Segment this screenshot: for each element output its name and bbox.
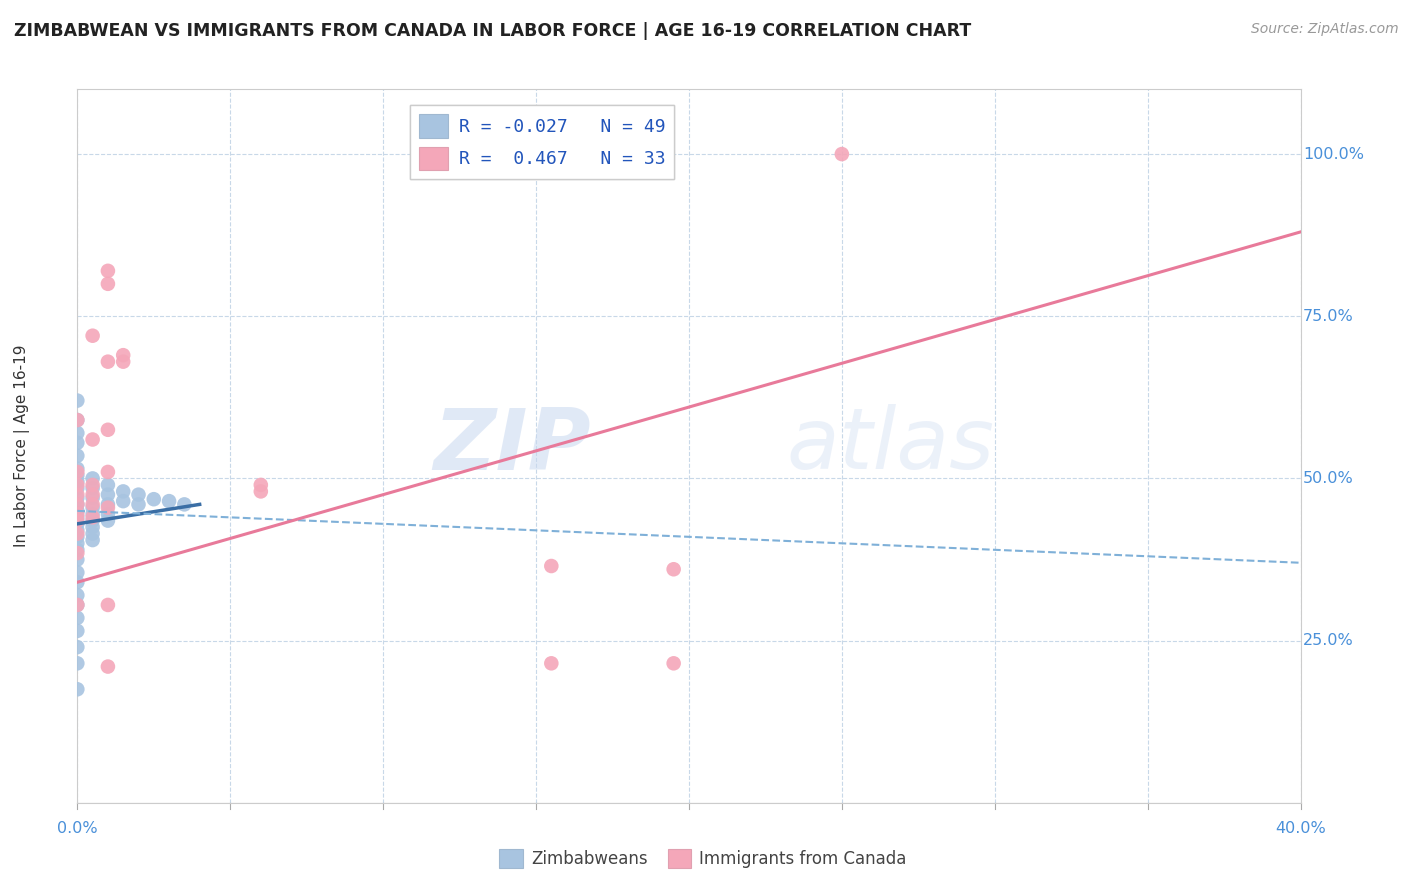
Point	[112, 348, 135, 362]
Point	[66, 478, 89, 492]
Point	[97, 659, 120, 673]
Point	[82, 510, 104, 524]
Point	[66, 481, 89, 495]
Point	[66, 507, 89, 521]
Point	[66, 425, 89, 440]
Point	[66, 514, 89, 528]
Text: Source: ZipAtlas.com: Source: ZipAtlas.com	[1251, 22, 1399, 37]
Point	[66, 449, 89, 463]
Point	[66, 640, 89, 654]
Point	[66, 413, 89, 427]
Point	[66, 516, 89, 531]
Point	[540, 657, 562, 671]
Point	[97, 478, 120, 492]
Point	[82, 433, 104, 447]
Point	[66, 488, 89, 502]
Point	[66, 575, 89, 590]
Point	[66, 504, 89, 518]
Point	[82, 514, 104, 528]
Point	[112, 484, 135, 499]
Point	[66, 393, 89, 408]
Point	[97, 465, 120, 479]
Point	[66, 510, 89, 524]
Text: atlas: atlas	[787, 404, 995, 488]
Point	[82, 481, 104, 495]
Point	[66, 682, 89, 697]
Point	[66, 546, 89, 560]
Point	[97, 264, 120, 278]
Point	[82, 471, 104, 485]
Point	[66, 524, 89, 538]
Point	[82, 488, 104, 502]
Point	[82, 507, 104, 521]
Point	[97, 423, 120, 437]
Point	[66, 497, 89, 511]
Point	[66, 611, 89, 625]
Legend: R = -0.027   N = 49, R =  0.467   N = 33: R = -0.027 N = 49, R = 0.467 N = 33	[411, 105, 675, 179]
Point	[66, 536, 89, 550]
Point	[66, 588, 89, 602]
Point	[82, 478, 104, 492]
Point	[66, 598, 89, 612]
Point	[66, 461, 89, 475]
Point	[127, 497, 149, 511]
Point	[66, 468, 89, 483]
Point	[97, 497, 120, 511]
Point	[97, 500, 120, 515]
Point	[250, 478, 273, 492]
Point	[66, 657, 89, 671]
Point	[66, 598, 89, 612]
Point	[97, 354, 120, 368]
Point	[97, 488, 120, 502]
Text: In Labor Force | Age 16-19: In Labor Force | Age 16-19	[14, 344, 31, 548]
Text: 50.0%: 50.0%	[1303, 471, 1354, 486]
Point	[66, 552, 89, 566]
Point	[112, 354, 135, 368]
Point	[831, 147, 853, 161]
Point	[66, 465, 89, 479]
Point	[82, 526, 104, 541]
Text: 100.0%: 100.0%	[1303, 146, 1364, 161]
Point	[82, 497, 104, 511]
Point	[82, 328, 104, 343]
Point	[82, 520, 104, 534]
Point	[173, 497, 195, 511]
Point	[112, 494, 135, 508]
Point	[540, 559, 562, 574]
Point	[66, 542, 89, 557]
Point	[66, 497, 89, 511]
Text: 40.0%: 40.0%	[1275, 821, 1326, 836]
Point	[250, 484, 273, 499]
Point	[97, 514, 120, 528]
Text: 0.0%: 0.0%	[58, 821, 97, 836]
Point	[66, 475, 89, 489]
Point	[66, 435, 89, 450]
Point	[66, 491, 89, 505]
Legend: Zimbabweans, Immigrants from Canada: Zimbabweans, Immigrants from Canada	[492, 842, 914, 875]
Point	[662, 562, 685, 576]
Point	[66, 526, 89, 541]
Point	[66, 530, 89, 544]
Point	[157, 494, 180, 508]
Point	[142, 492, 165, 507]
Point	[127, 488, 149, 502]
Point	[66, 624, 89, 638]
Point	[662, 657, 685, 671]
Point	[82, 500, 104, 515]
Point	[82, 533, 104, 547]
Text: 75.0%: 75.0%	[1303, 309, 1354, 324]
Point	[66, 566, 89, 580]
Point	[97, 507, 120, 521]
Point	[97, 277, 120, 291]
Text: ZIP: ZIP	[433, 404, 591, 488]
Point	[66, 413, 89, 427]
Point	[82, 491, 104, 505]
Point	[97, 598, 120, 612]
Text: ZIMBABWEAN VS IMMIGRANTS FROM CANADA IN LABOR FORCE | AGE 16-19 CORRELATION CHAR: ZIMBABWEAN VS IMMIGRANTS FROM CANADA IN …	[14, 22, 972, 40]
Text: 25.0%: 25.0%	[1303, 633, 1354, 648]
